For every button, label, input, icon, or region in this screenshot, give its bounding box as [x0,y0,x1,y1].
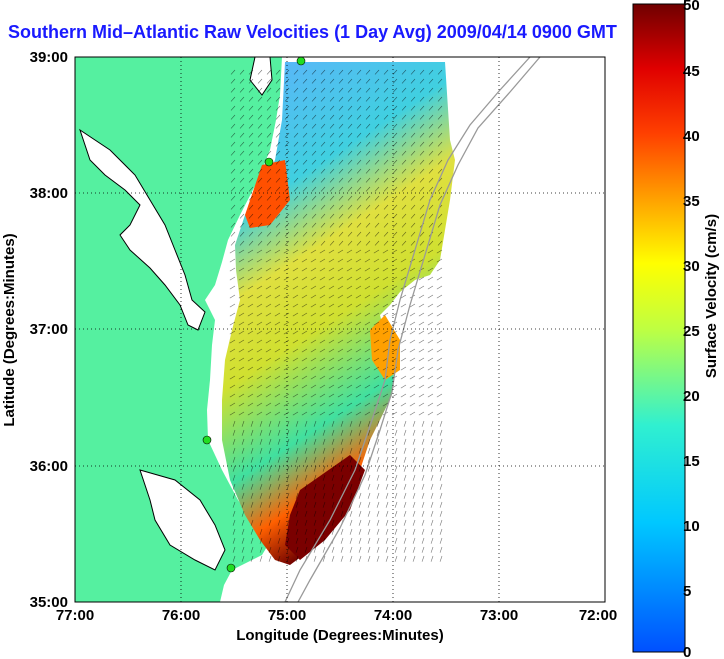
x-tick: 73:00 [480,607,518,624]
colorbar-tick: 25 [683,323,700,340]
y-tick: 36:00 [30,458,68,475]
station-marker [226,563,236,573]
y-tick: 38:00 [30,185,68,202]
x-tick: 75:00 [268,607,306,624]
x-tick: 76:00 [162,607,200,624]
x-tick-labels: 77:00 76:00 75:00 74:00 73:00 72:00 [56,607,617,624]
y-tick-labels: 39:00 38:00 37:00 36:00 35:00 [30,49,68,611]
high-velocity-south [285,455,365,560]
colorbar-tick: 30 [683,258,700,275]
colorbar [632,3,686,653]
station-marker [264,157,274,167]
x-tick: 72:00 [579,607,617,624]
land-mass [75,57,282,602]
colorbar-tick: 45 [683,63,700,80]
y-axis-label: Latitude (Degrees:Minutes) [1,233,18,426]
station-marker [202,435,212,445]
high-velocity-north [245,160,290,228]
colorbar-tick: 15 [683,453,700,470]
bathymetry-contour-outer [297,57,541,602]
x-tick: 77:00 [56,607,94,624]
colorbar-tick: 35 [683,193,700,210]
colorbar-ticks: 50 45 40 35 30 25 20 15 10 5 0 [683,0,700,659]
x-axis-label: Longitude (Degrees:Minutes) [236,627,444,644]
colorbar-tick: 0 [683,644,691,659]
x-tick: 74:00 [374,607,412,624]
delaware-bay [249,57,273,96]
velocity-arrows [229,69,443,562]
chesapeake-bay [79,128,206,331]
sound-water [139,469,226,571]
grid-lines [75,57,605,602]
y-tick: 35:00 [30,594,68,611]
colorbar-label: Surface Velocity (cm/s) [703,214,720,378]
colorbar-tick: 20 [683,388,700,405]
colorbar-tick: 40 [683,128,700,145]
bathymetry-contour [284,57,531,602]
colorbar-tick: 10 [683,518,700,535]
y-tick: 39:00 [30,49,68,66]
plot-frame [74,56,606,603]
y-tick: 37:00 [30,321,68,338]
colorbar-tick: 5 [683,583,691,600]
colorbar-tick: 50 [683,0,700,14]
station-marker [296,56,306,66]
map-title: Southern Mid–Atlantic Raw Velocities (1 … [8,22,617,42]
